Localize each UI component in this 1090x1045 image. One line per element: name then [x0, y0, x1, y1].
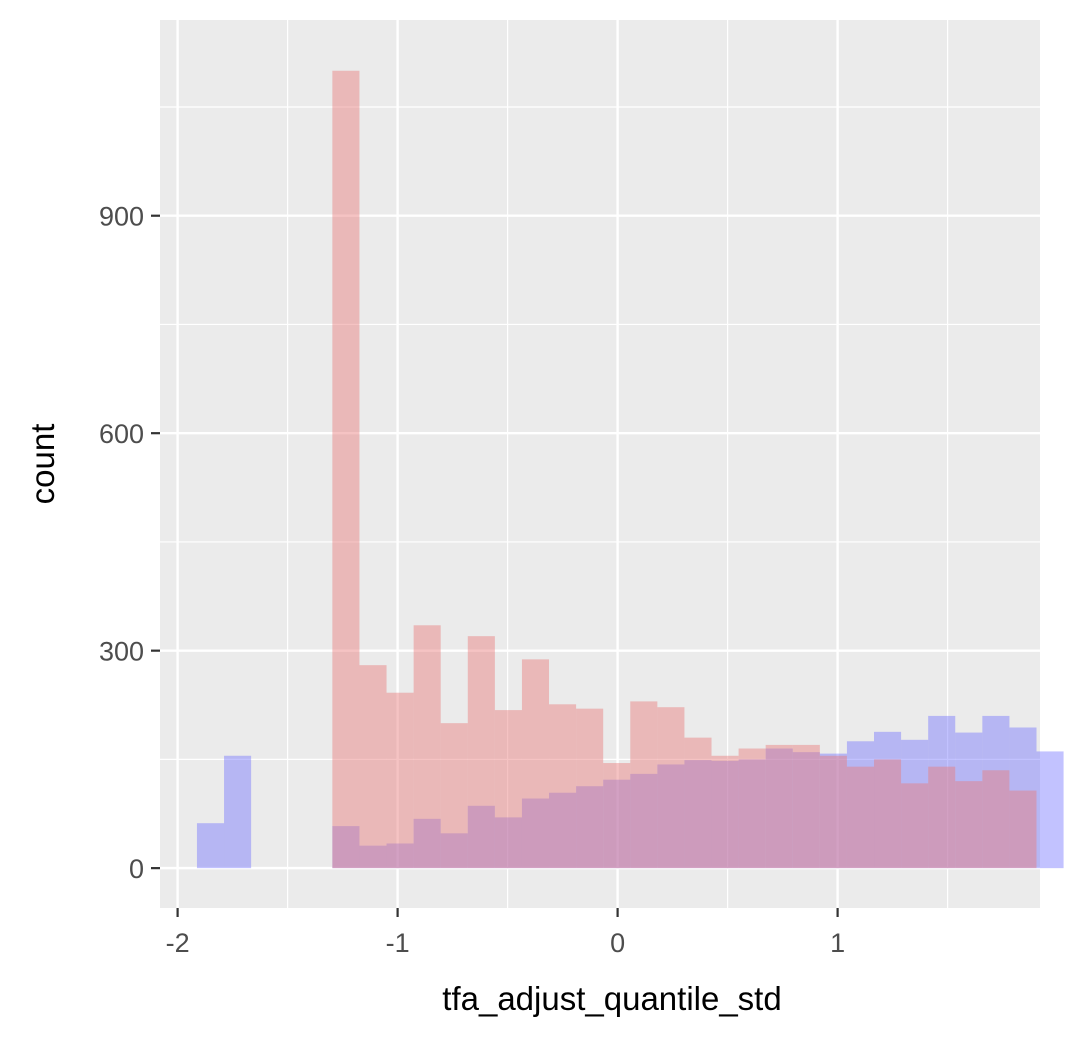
histogram-bar: [901, 739, 929, 869]
histogram-bar: [1009, 727, 1037, 869]
histogram-bar: [657, 707, 685, 869]
histogram-bar: [549, 704, 577, 869]
x-tick-label: -2: [166, 928, 190, 958]
histogram-bar: [1009, 790, 1037, 869]
histogram-bar: [955, 781, 983, 869]
histogram-bar: [765, 744, 793, 869]
histogram-bar: [413, 818, 441, 869]
plot-panel: [160, 20, 1040, 908]
histogram-bar: [440, 723, 468, 869]
histogram-bar: [955, 732, 983, 869]
y-tick-label: 900: [99, 202, 144, 232]
y-axis-title: count: [24, 424, 61, 505]
histogram-bar: [765, 748, 793, 869]
histogram-bar: [332, 826, 360, 869]
histogram-bar: [846, 766, 875, 869]
histogram-bar: [440, 833, 468, 869]
x-tick-label: 0: [610, 928, 625, 958]
grid-major: [160, 20, 1040, 908]
histogram-bars: [196, 70, 1064, 869]
histogram-bar: [928, 766, 956, 869]
histogram-bar: [1036, 751, 1064, 869]
histogram-bar: [928, 715, 956, 869]
histogram-bar: [846, 741, 875, 869]
axis-ticks: [151, 214, 839, 917]
x-tick-labels: -2 -1 0 1: [166, 928, 846, 958]
x-axis-title: tfa_adjust_quantile_std: [442, 980, 781, 1017]
y-tick-label: 600: [99, 419, 144, 449]
histogram-bar: [359, 665, 387, 869]
histogram-bar: [224, 755, 252, 869]
histogram-bar: [711, 755, 739, 869]
histogram-bar: [874, 759, 902, 869]
x-tick-label: -1: [386, 928, 410, 958]
histogram-bar: [819, 755, 847, 869]
histogram-bar: [630, 773, 658, 869]
histogram-bar: [521, 798, 550, 869]
histogram-bar: [684, 737, 712, 869]
histogram-bar: [684, 760, 712, 869]
histogram-bar: [738, 759, 766, 869]
histogram-bar: [982, 770, 1010, 869]
histogram-bar: [576, 708, 604, 869]
histogram-bar: [386, 692, 414, 869]
histogram-bar: [386, 843, 414, 869]
y-tick-label: 300: [99, 637, 144, 667]
histogram-bar: [413, 625, 441, 869]
histogram-bar: [467, 636, 495, 869]
histogram-bar: [332, 70, 360, 869]
histogram-bar: [792, 752, 820, 869]
histogram-bar: [467, 805, 495, 869]
histogram-bar: [901, 783, 929, 869]
histogram-bar: [819, 753, 847, 869]
histogram-bar: [657, 764, 685, 869]
y-tick-labels: 0 300 600 900: [99, 202, 144, 884]
y-tick-label: 0: [129, 854, 144, 884]
histogram-bar: [982, 715, 1010, 869]
histogram-bar: [196, 823, 225, 869]
histogram-bar: [359, 845, 387, 869]
histogram-bar: [738, 748, 766, 869]
histogram-bar: [630, 701, 658, 869]
histogram-bar: [549, 792, 577, 869]
histogram-bar: [494, 710, 522, 869]
x-tick-label: 1: [830, 928, 845, 958]
histogram-bar: [576, 786, 604, 869]
histogram-bar: [521, 659, 550, 869]
histogram-bar: [494, 817, 522, 869]
histogram-bar: [711, 760, 739, 869]
histogram-bar: [792, 744, 820, 869]
grid-minor: [160, 20, 1040, 908]
histogram-bar: [603, 763, 631, 869]
histogram-bar: [874, 731, 902, 869]
histogram-bar: [603, 779, 631, 869]
